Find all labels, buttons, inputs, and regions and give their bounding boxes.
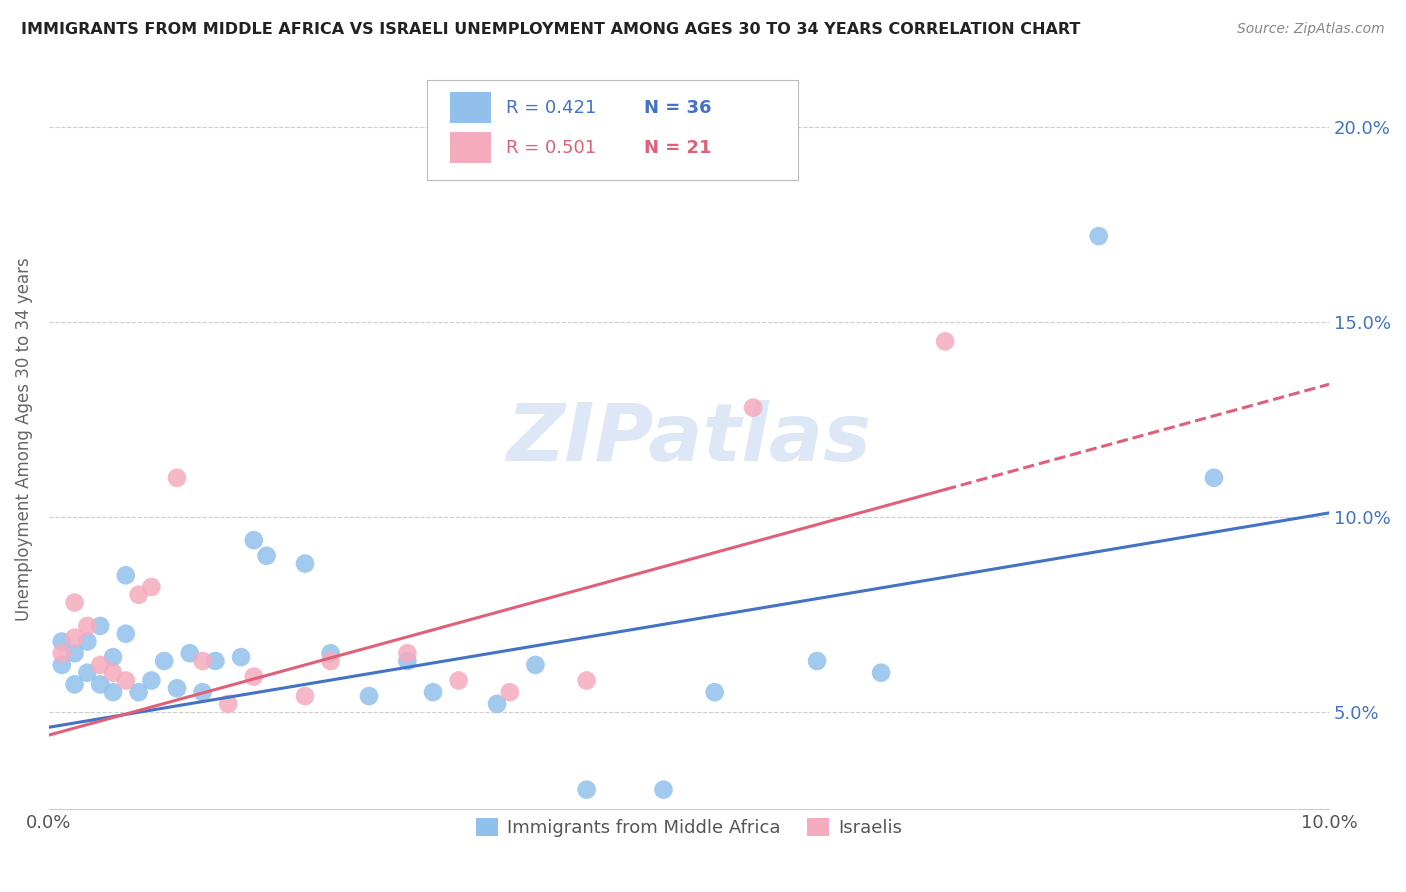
Point <box>742 401 765 415</box>
Point <box>422 685 444 699</box>
Point <box>243 533 266 548</box>
Point <box>63 677 86 691</box>
Point <box>76 665 98 680</box>
Point <box>76 619 98 633</box>
Point <box>243 670 266 684</box>
Point <box>101 685 124 699</box>
Point <box>153 654 176 668</box>
Point <box>89 657 111 672</box>
Text: IMMIGRANTS FROM MIDDLE AFRICA VS ISRAELI UNEMPLOYMENT AMONG AGES 30 TO 34 YEARS : IMMIGRANTS FROM MIDDLE AFRICA VS ISRAELI… <box>21 22 1080 37</box>
Point <box>128 588 150 602</box>
Point <box>114 568 136 582</box>
Point <box>89 619 111 633</box>
FancyBboxPatch shape <box>426 79 797 179</box>
Legend: Immigrants from Middle Africa, Israelis: Immigrants from Middle Africa, Israelis <box>468 811 910 845</box>
Point <box>524 657 547 672</box>
Point <box>806 654 828 668</box>
Point <box>51 634 73 648</box>
Point <box>166 681 188 696</box>
Point <box>294 557 316 571</box>
Point <box>101 650 124 665</box>
Point <box>114 626 136 640</box>
Text: ZIPatlas: ZIPatlas <box>506 400 872 478</box>
Point <box>294 689 316 703</box>
Text: R = 0.501: R = 0.501 <box>506 139 596 157</box>
Bar <box>450 92 491 123</box>
Point <box>870 665 893 680</box>
Point <box>1087 229 1109 244</box>
Point <box>63 646 86 660</box>
Point <box>256 549 278 563</box>
Point <box>204 654 226 668</box>
Point <box>63 631 86 645</box>
Point <box>141 580 163 594</box>
Point <box>486 697 509 711</box>
Point <box>114 673 136 688</box>
Point <box>89 677 111 691</box>
Point <box>191 654 214 668</box>
Point <box>51 657 73 672</box>
Point <box>934 334 956 349</box>
Point <box>217 697 239 711</box>
Point <box>319 646 342 660</box>
Point <box>499 685 522 699</box>
Point <box>575 673 598 688</box>
Point <box>128 685 150 699</box>
Y-axis label: Unemployment Among Ages 30 to 34 years: Unemployment Among Ages 30 to 34 years <box>15 257 32 621</box>
Point <box>652 782 675 797</box>
Point <box>357 689 380 703</box>
Text: N = 36: N = 36 <box>644 99 711 117</box>
Point <box>447 673 470 688</box>
Point <box>191 685 214 699</box>
Point <box>76 634 98 648</box>
Point <box>396 654 419 668</box>
Point <box>166 471 188 485</box>
Point <box>51 646 73 660</box>
Text: R = 0.421: R = 0.421 <box>506 99 596 117</box>
Bar <box>450 132 491 163</box>
Point <box>141 673 163 688</box>
Point <box>63 595 86 609</box>
Point <box>1202 471 1225 485</box>
Point <box>575 782 598 797</box>
Point <box>229 650 252 665</box>
Point <box>179 646 201 660</box>
Point <box>703 685 725 699</box>
Point <box>319 654 342 668</box>
Text: Source: ZipAtlas.com: Source: ZipAtlas.com <box>1237 22 1385 37</box>
Point <box>101 665 124 680</box>
Text: N = 21: N = 21 <box>644 139 711 157</box>
Point <box>396 646 419 660</box>
